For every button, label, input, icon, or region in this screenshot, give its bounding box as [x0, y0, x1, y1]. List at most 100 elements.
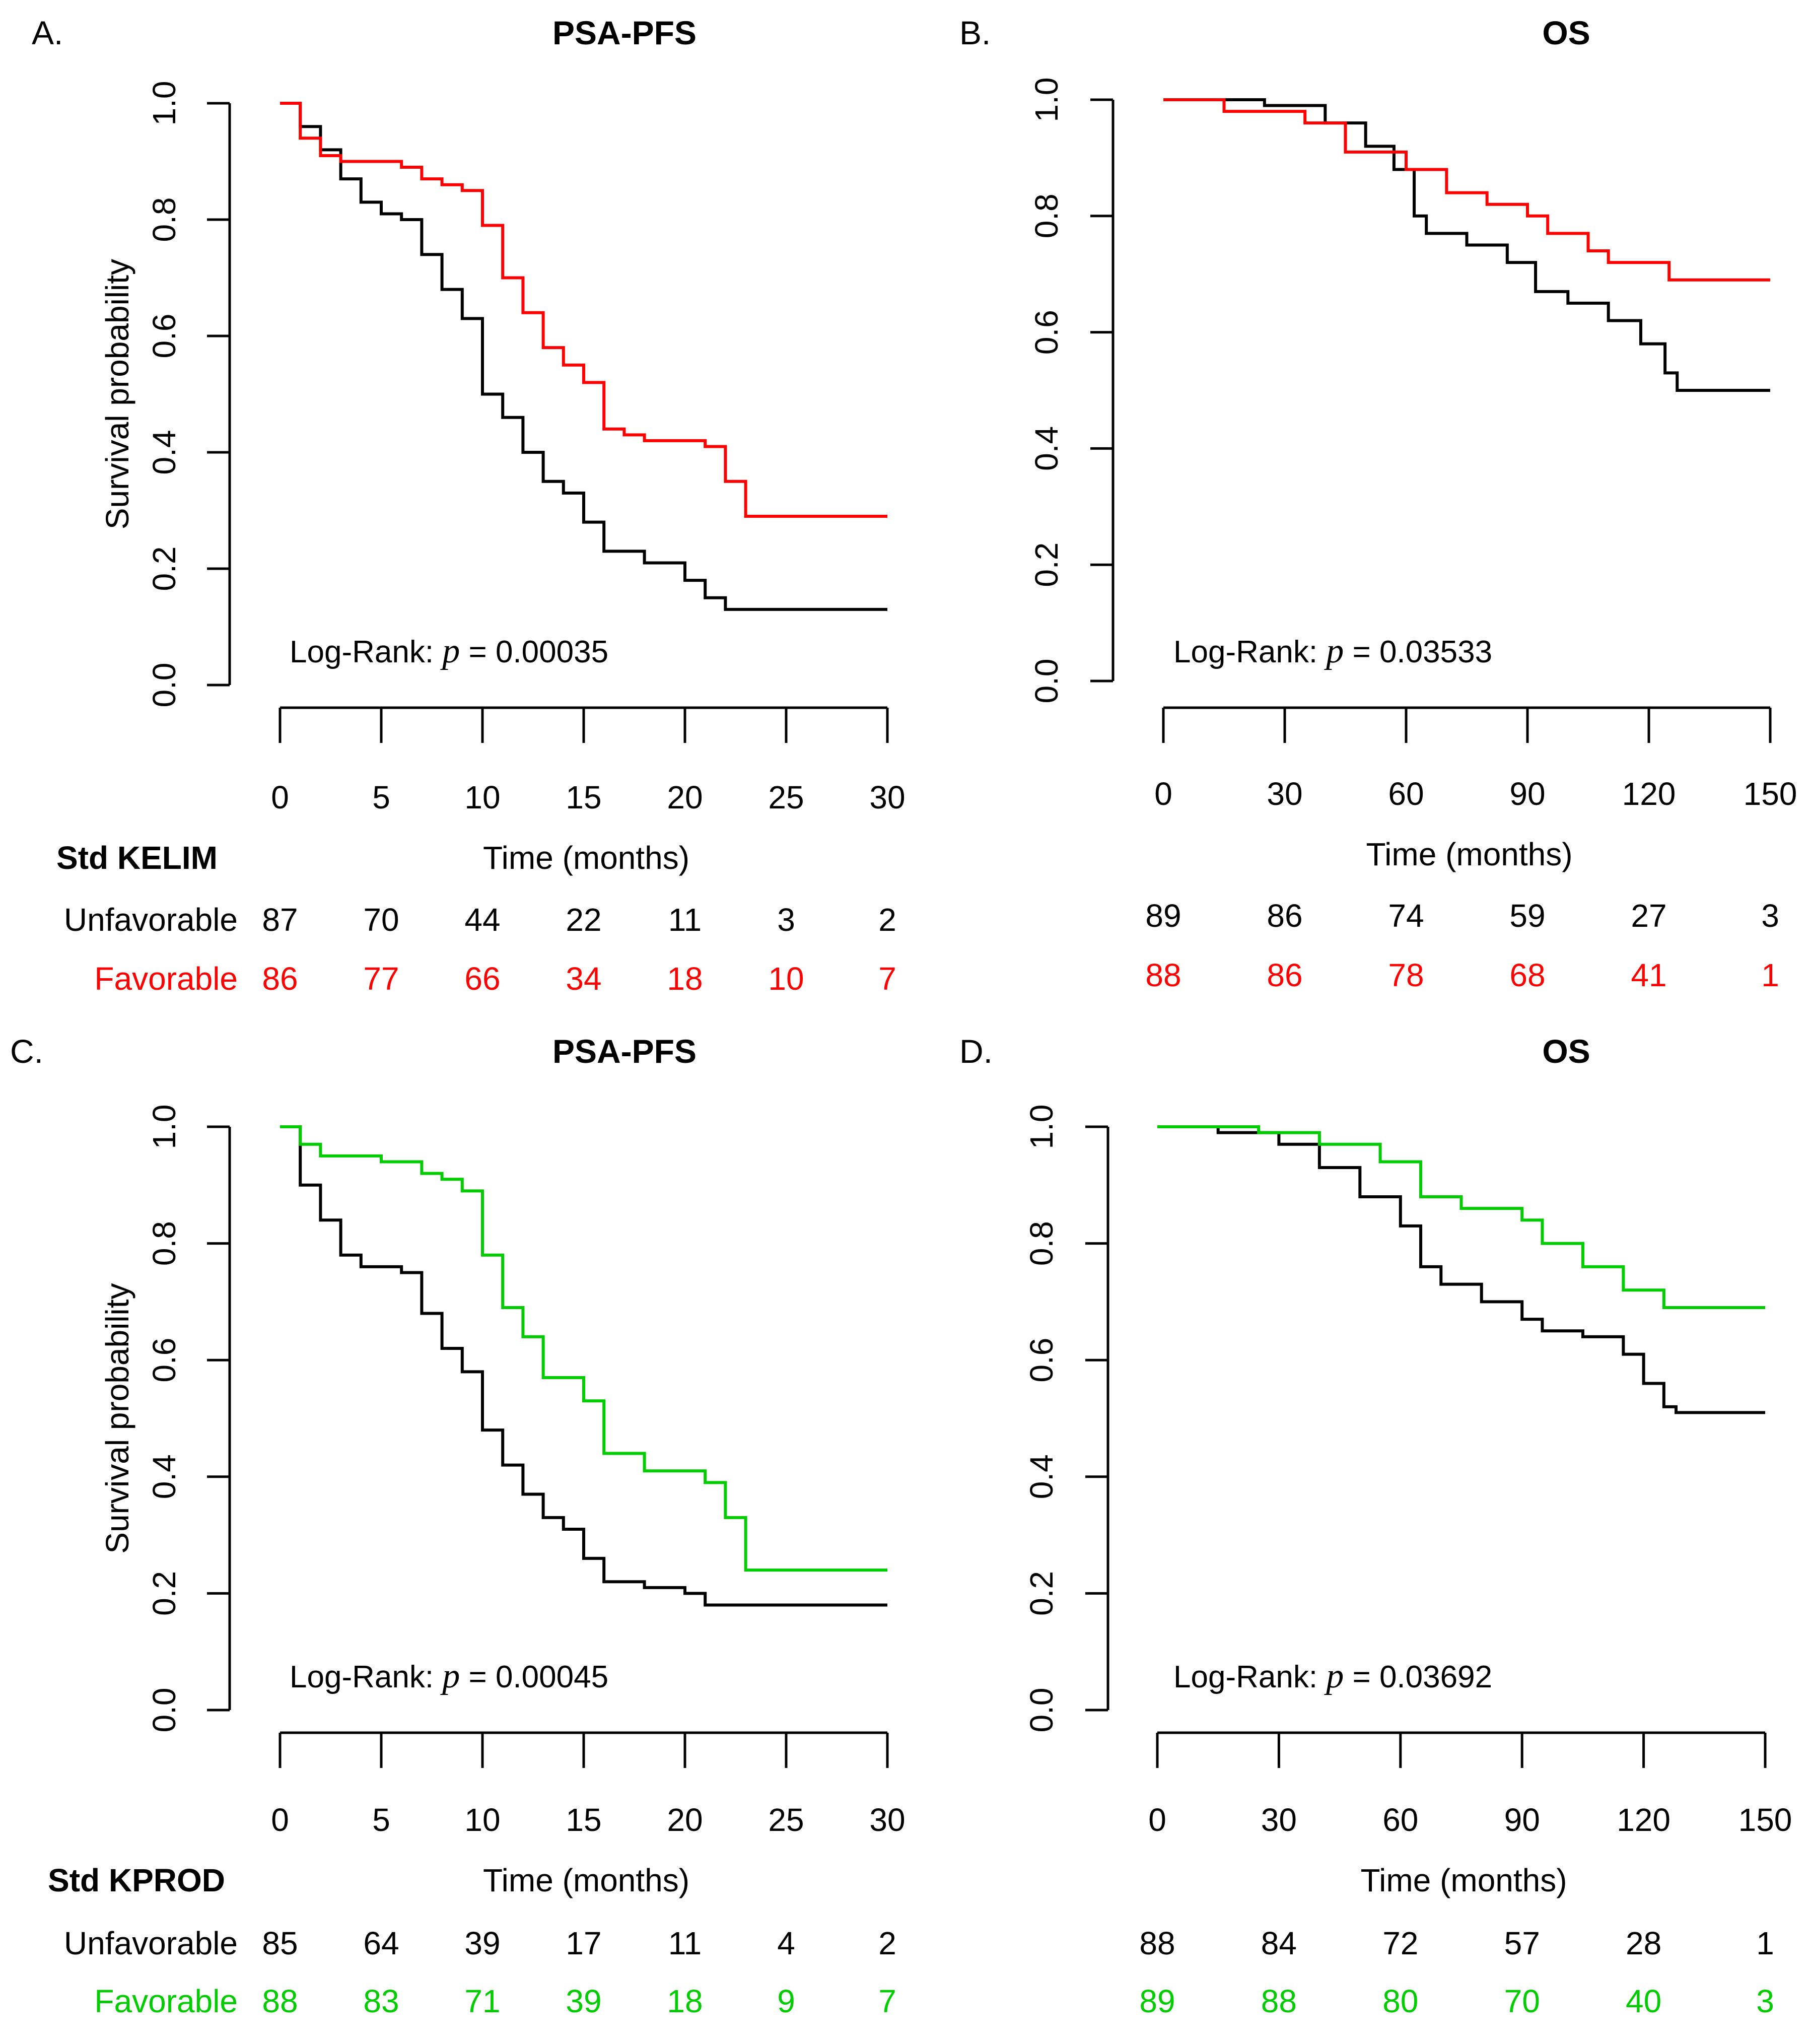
logrank-label: Log-Rank:	[290, 635, 442, 669]
chart-title: OS	[1542, 1033, 1590, 1070]
logrank-label: Log-Rank:	[1173, 635, 1326, 669]
risk-count: 22	[566, 902, 601, 938]
x-tick-label: 60	[1388, 776, 1424, 812]
x-tick-label: 150	[1738, 1802, 1792, 1838]
km-curve-unfavorable	[1157, 1125, 1765, 1414]
y-tick-label: 0.6	[146, 1338, 182, 1383]
risk-count: 28	[1626, 1925, 1661, 1961]
logrank-label: Log-Rank:	[1173, 1660, 1326, 1694]
p-value: = 0.03533	[1344, 635, 1492, 669]
risk-count: 57	[1504, 1925, 1540, 1961]
risk-count: 17	[566, 1925, 601, 1961]
chart-panel-d: D. OS 0.0 0.2 0.4 0.6 0.8 1.0 0 30 60 90 120 150 Time …	[959, 1033, 1792, 2019]
p-value: = 0.03692	[1344, 1660, 1492, 1694]
y-tick-label: 0.8	[1028, 193, 1065, 238]
risk-count: 89	[1139, 1983, 1175, 2019]
risk-count: 3	[777, 902, 795, 938]
risk-count: 72	[1382, 1925, 1418, 1961]
y-tick-label: 0.0	[146, 1688, 182, 1733]
y-tick-label: 0.2	[146, 1571, 182, 1616]
risk-count: 34	[566, 961, 601, 997]
x-axis-title: Time (months)	[483, 840, 689, 876]
risk-count: 78	[1388, 957, 1424, 993]
risk-count: 88	[1139, 1925, 1175, 1961]
risk-row-label: Unfavorable	[64, 902, 238, 938]
risk-count: 40	[1626, 1983, 1661, 2019]
risk-count: 1	[1761, 957, 1779, 993]
x-axis-title: Time (months)	[1366, 836, 1572, 872]
risk-count: 1	[1756, 1925, 1774, 1961]
risk-row-label: Unfavorable	[64, 1925, 238, 1961]
risk-count: 44	[464, 902, 500, 938]
risk-count: 88	[1145, 957, 1181, 993]
p-symbol: p	[440, 1657, 460, 1695]
x-tick-label: 15	[566, 1802, 601, 1838]
x-tick-label: 20	[667, 1802, 703, 1838]
risk-count: 70	[1504, 1983, 1540, 2019]
y-tick-label: 1.0	[146, 1105, 182, 1149]
risk-count: 2	[878, 1925, 896, 1961]
y-tick-label: 0.8	[1023, 1221, 1060, 1266]
y-axis-title: Survival probability	[99, 259, 135, 529]
risk-count: 59	[1509, 898, 1545, 934]
p-symbol: p	[1324, 632, 1344, 670]
logrank-annotation: Log-Rank: p = 0.00045	[290, 1657, 608, 1695]
x-tick-label: 15	[566, 779, 601, 815]
risk-row-label: Favorable	[94, 961, 238, 997]
x-tick-label: 120	[1622, 776, 1676, 812]
chart-panel-b: B. OS 0.0 0.2 0.4 0.6 0.8 1.0 0 30 60 90 120 150 Time …	[959, 14, 1797, 993]
risk-count: 10	[768, 961, 804, 997]
risk-count: 7	[878, 1983, 896, 2019]
x-tick-label: 25	[768, 1802, 804, 1838]
x-tick-label: 0	[271, 779, 289, 815]
y-tick-label: 0.0	[1023, 1688, 1060, 1733]
chart-panel-a: A. PSA-PFS 0.0 0.2 0.4 0.6 0.8 1.0 Survival prob…	[32, 14, 906, 997]
x-tick-label: 10	[464, 1802, 500, 1838]
y-tick-label: 0.4	[1023, 1454, 1060, 1499]
risk-count: 77	[363, 961, 399, 997]
y-tick-label: 0.0	[1028, 659, 1065, 704]
risk-count: 71	[464, 1983, 500, 2019]
risk-count: 83	[363, 1983, 399, 2019]
y-tick-label: 0.6	[1028, 310, 1065, 355]
risk-count: 80	[1382, 1983, 1418, 2019]
risk-count: 18	[667, 961, 703, 997]
y-tick-label: 0.2	[1023, 1571, 1060, 1616]
risk-count: 39	[464, 1925, 500, 1961]
p-symbol: p	[1324, 1657, 1344, 1695]
chart-title: PSA-PFS	[552, 14, 697, 51]
panel-letter: D.	[959, 1033, 993, 1070]
x-tick-label: 0	[1148, 1802, 1166, 1838]
y-tick-label: 1.0	[1028, 78, 1065, 122]
x-tick-label: 90	[1504, 1802, 1540, 1838]
km-curve-unfavorable	[1163, 98, 1770, 392]
risk-count: 88	[262, 1983, 298, 2019]
y-tick-label: 0.4	[1028, 426, 1065, 471]
risk-count: 86	[1267, 898, 1302, 934]
x-tick-label: 0	[1154, 776, 1172, 812]
risk-table-header: Std KELIM	[56, 840, 218, 876]
logrank-annotation: Log-Rank: p = 0.03533	[1173, 632, 1492, 670]
logrank-annotation: Log-Rank: p = 0.00035	[290, 632, 608, 670]
risk-count: 88	[1261, 1983, 1297, 2019]
panel-letter: B.	[959, 14, 991, 51]
y-tick-label: 0.8	[146, 197, 182, 242]
x-tick-label: 10	[464, 779, 500, 815]
x-tick-label: 120	[1617, 1802, 1671, 1838]
y-tick-label: 0.6	[146, 314, 182, 359]
risk-count: 2	[878, 902, 896, 938]
risk-count: 7	[878, 961, 896, 997]
risk-count: 64	[363, 1925, 399, 1961]
risk-count: 11	[668, 1925, 702, 1961]
y-tick-label: 0.6	[1023, 1338, 1060, 1383]
x-tick-label: 20	[667, 779, 703, 815]
p-value: = 0.00035	[460, 635, 608, 669]
risk-count: 39	[566, 1983, 601, 2019]
km-curve-unfavorable	[280, 102, 887, 611]
km-curve-unfavorable	[280, 1125, 887, 1607]
chart-panel-c: C. PSA-PFS 0.0 0.2 0.4 0.6 0.8 1.0 Survival prob…	[10, 1033, 906, 2019]
chart-title: PSA-PFS	[552, 1033, 697, 1070]
panel-letter: C.	[10, 1033, 43, 1070]
risk-count: 84	[1261, 1925, 1297, 1961]
risk-count: 74	[1388, 898, 1424, 934]
